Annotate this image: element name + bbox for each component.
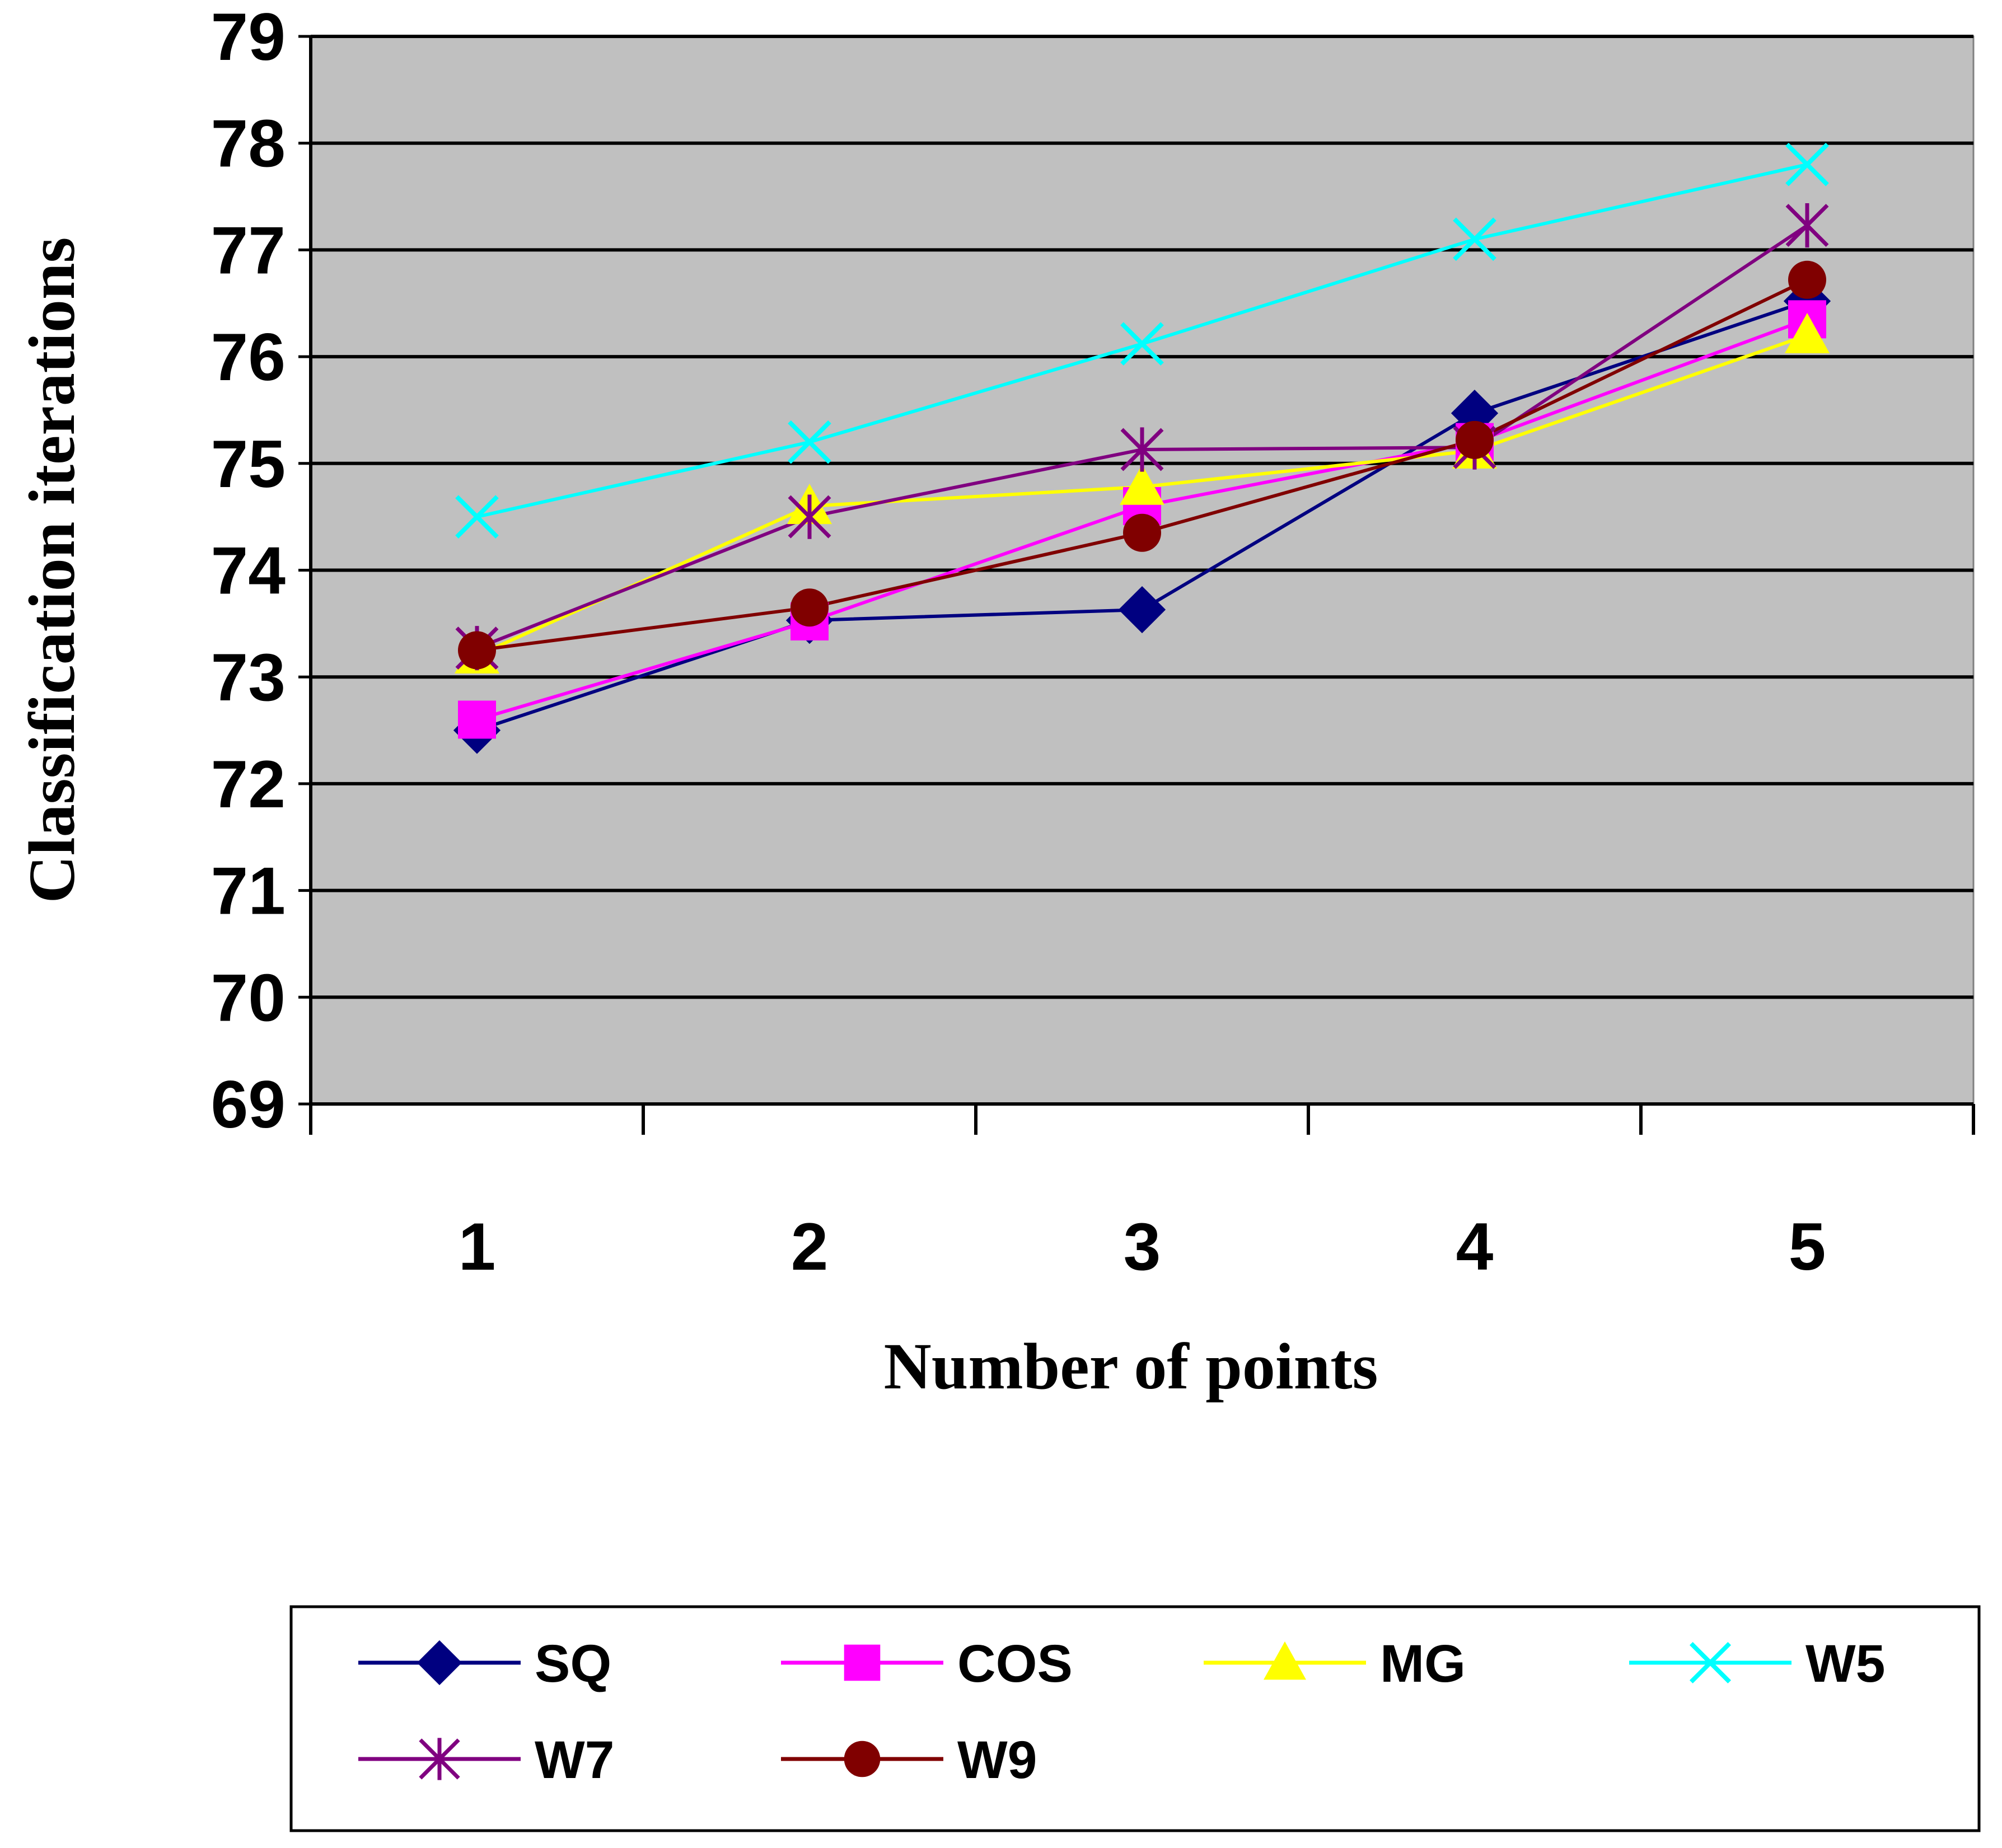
data-point-mg — [1120, 464, 1164, 505]
x-axis-title: Number of points — [884, 1330, 1378, 1403]
data-point-w5 — [1453, 217, 1496, 261]
axes — [309, 36, 1975, 1135]
legend-label-w7: W7 — [535, 1730, 615, 1790]
y-tick-label: 79 — [211, 0, 286, 74]
legend-marker-mg — [1264, 1641, 1306, 1680]
data-point-w7 — [788, 494, 831, 539]
data-point-w7 — [1120, 427, 1164, 472]
legend-marker-w7 — [419, 1738, 460, 1780]
y-tick-label: 71 — [211, 854, 286, 929]
legend-label-cos: COS — [957, 1634, 1073, 1693]
y-tick-label: 74 — [211, 534, 286, 609]
data-point-w9 — [1456, 420, 1494, 459]
data-point-sq — [1118, 586, 1166, 634]
x-tick-label: 3 — [1124, 1209, 1161, 1284]
data-point-w9 — [1123, 513, 1161, 552]
legend-label-mg: MG — [1380, 1634, 1466, 1693]
y-tick-label: 70 — [211, 960, 286, 1035]
x-tick-label: 5 — [1789, 1209, 1826, 1284]
x-tick-label: 1 — [459, 1209, 496, 1284]
y-tick-label: 73 — [211, 640, 286, 715]
data-point-w5 — [1785, 143, 1829, 186]
y-tick-label: 69 — [211, 1067, 286, 1142]
series-markers — [453, 143, 1831, 754]
y-axis-title: Classification iterations — [15, 237, 88, 904]
legend-marker-cos — [844, 1644, 881, 1681]
x-tick-labels: 1 2 3 4 5 — [459, 1209, 1826, 1284]
data-point-cos — [458, 700, 496, 739]
data-point-w9 — [1788, 260, 1826, 299]
legend-marker-w9 — [844, 1741, 881, 1777]
data-point-w9 — [790, 588, 829, 627]
legend-marker-w5 — [1689, 1641, 1732, 1684]
x-tick-label: 2 — [791, 1209, 829, 1284]
y-tick-label: 78 — [211, 106, 286, 181]
y-tick-label: 75 — [211, 427, 286, 502]
data-point-w5 — [788, 420, 831, 464]
legend: SQ COS MG W5 W7 W9 — [289, 1605, 1981, 1832]
y-tick-label: 76 — [211, 320, 286, 395]
legend-label-w5: W5 — [1805, 1634, 1886, 1693]
data-point-w5 — [455, 495, 499, 539]
data-point-w9 — [458, 631, 496, 670]
x-tick-label: 4 — [1456, 1209, 1494, 1284]
data-point-mg — [1785, 312, 1830, 353]
y-tick-labels: 69 70 71 72 73 74 75 76 77 78 79 — [211, 0, 286, 1142]
y-tick-label: 72 — [211, 747, 286, 822]
legend-marker-sq — [417, 1640, 462, 1686]
y-tick-label: 77 — [211, 213, 286, 288]
legend-label-w9: W9 — [957, 1730, 1037, 1790]
legend-box — [289, 1605, 1981, 1832]
data-point-w7 — [1785, 203, 1829, 248]
data-point-w5 — [1120, 322, 1164, 366]
legend-label-sq: SQ — [535, 1634, 611, 1693]
